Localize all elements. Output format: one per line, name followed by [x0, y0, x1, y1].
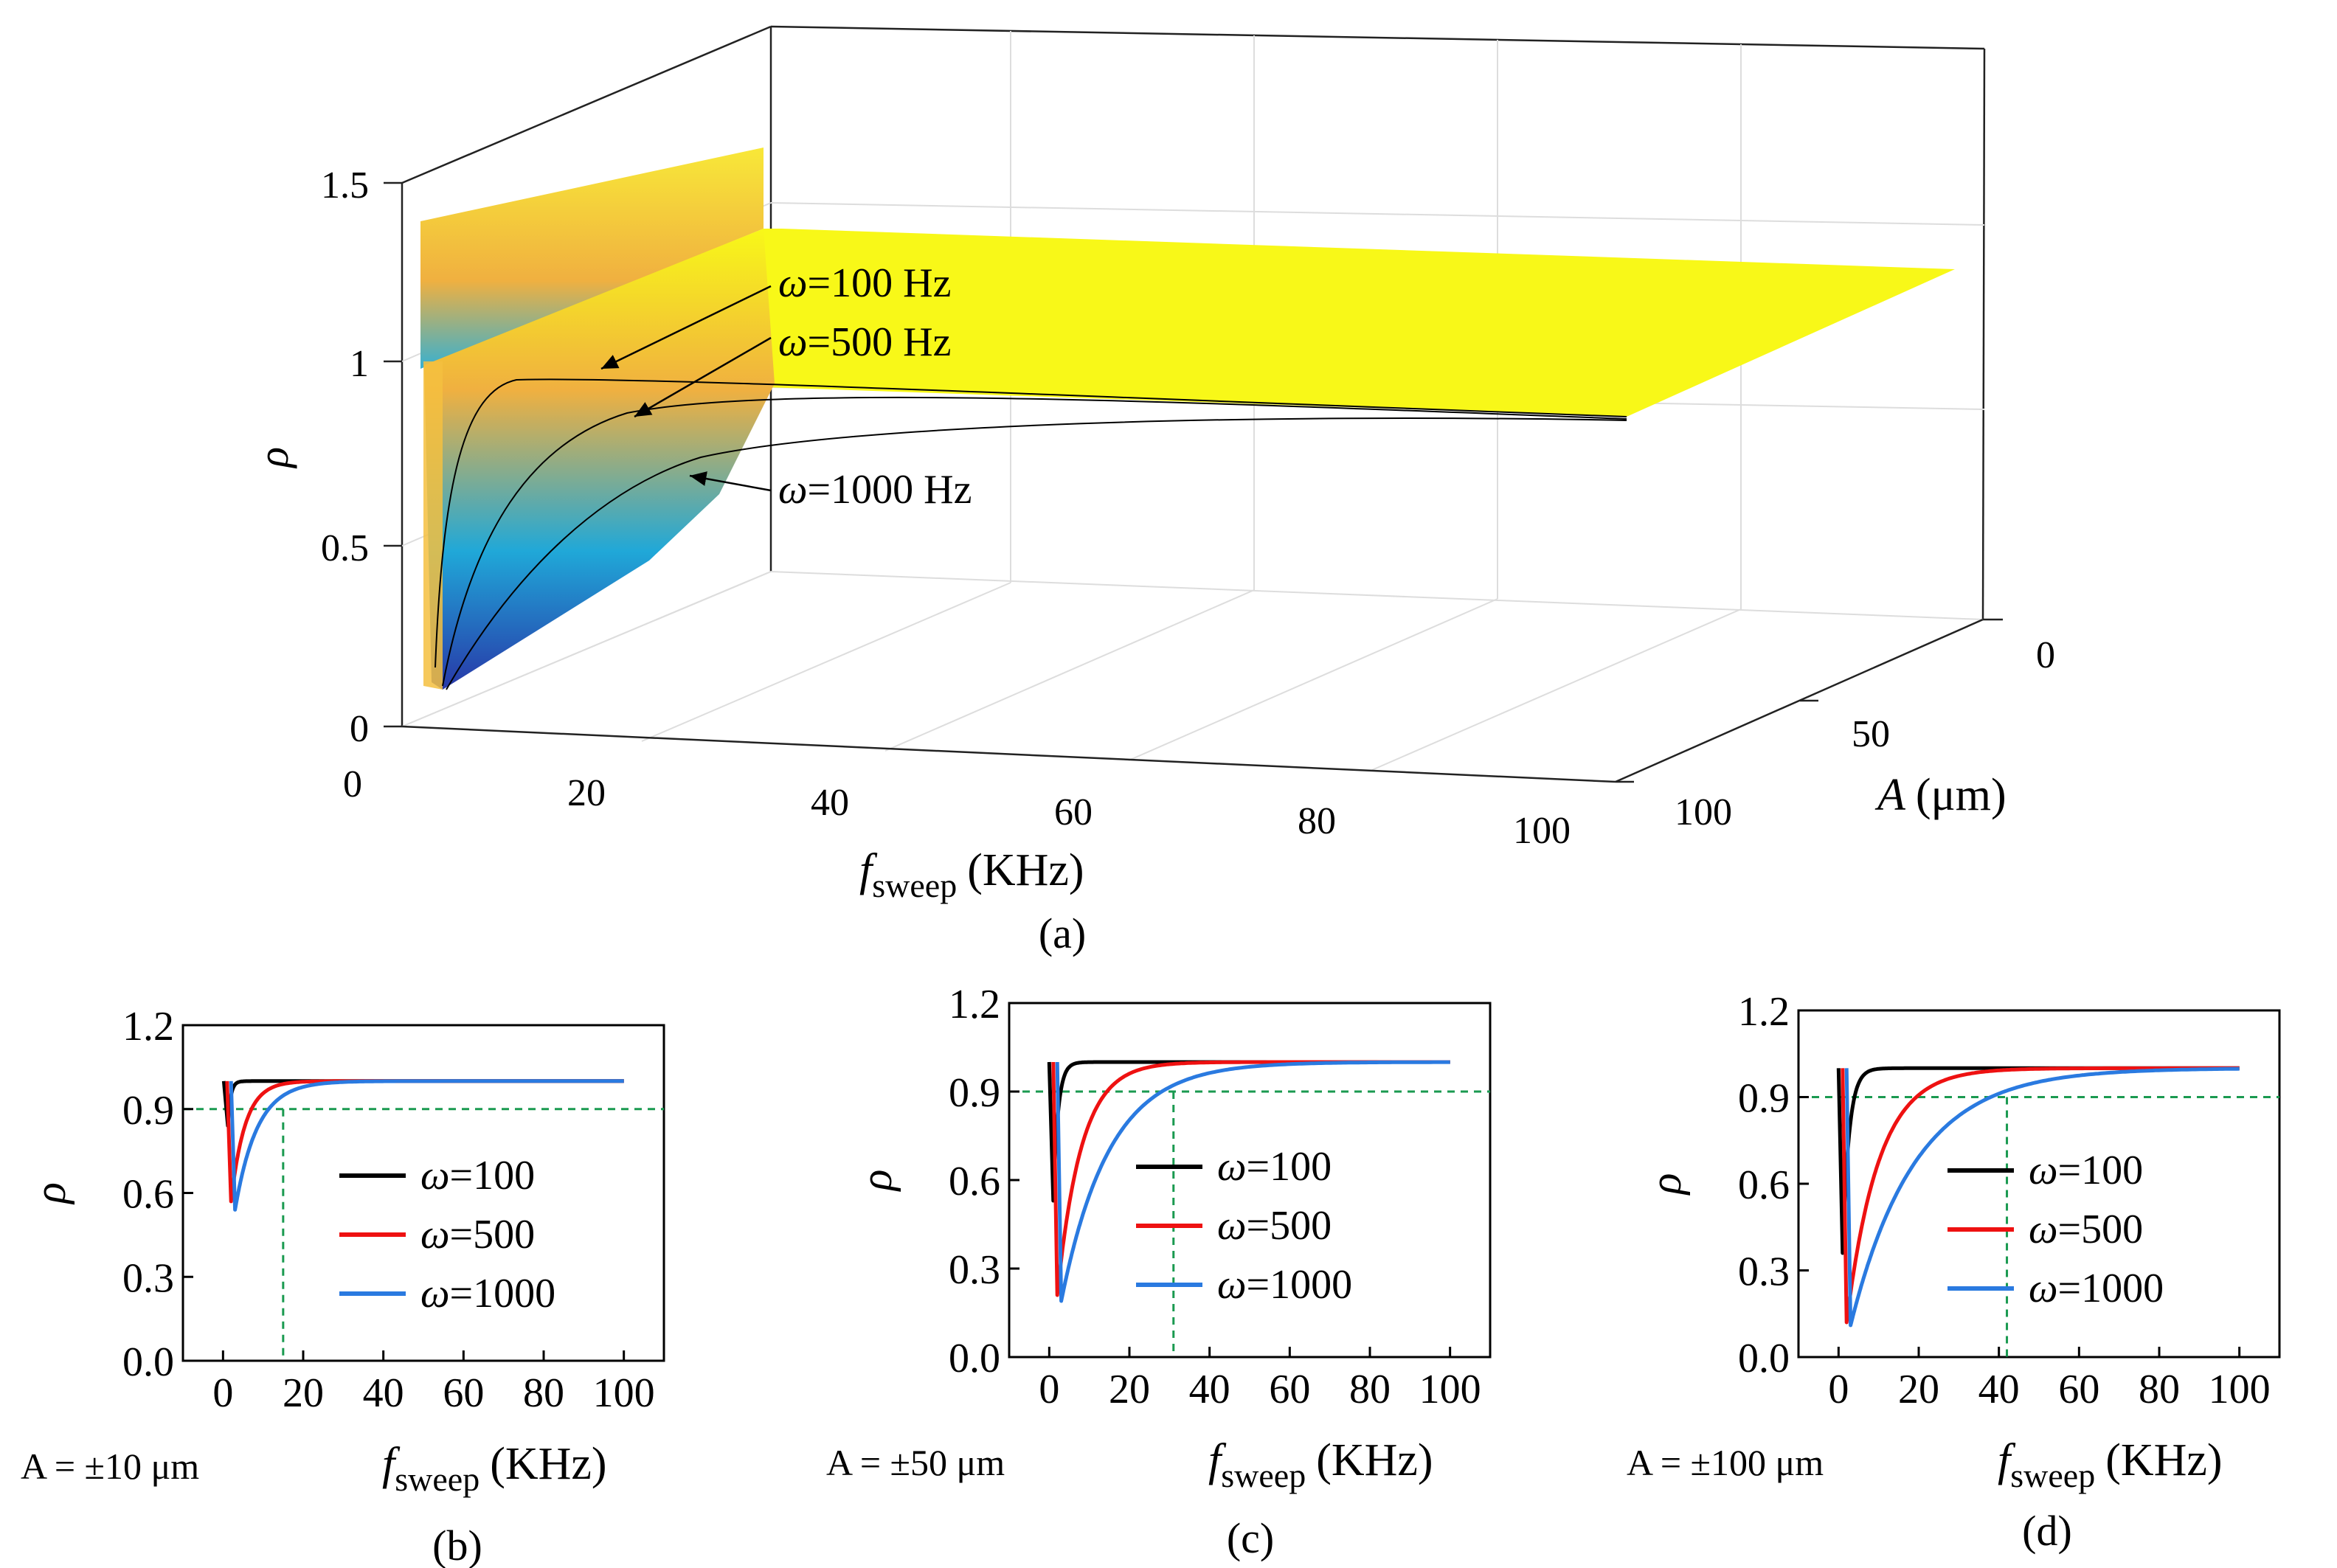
- panel-caption: (c): [1227, 1514, 1274, 1562]
- x-tick-label: 60: [2058, 1367, 2099, 1412]
- x-tick: 0: [343, 763, 362, 805]
- x-axis-label: fsweep (KHz): [1998, 1435, 2223, 1494]
- y-tick-label: 1.2: [1738, 989, 1790, 1035]
- x-tick-label: 0: [212, 1370, 233, 1416]
- series-line-omega-1000: [229, 1079, 624, 1212]
- panel-caption: (d): [2022, 1507, 2072, 1555]
- legend-label: ω=1000: [1217, 1262, 1352, 1308]
- y-tick-label: 0.9: [1738, 1076, 1790, 1122]
- panel-a-annotations: [600, 285, 772, 492]
- panel-c-line-chart: 0.0 0.3 0.6 0.9 1.2 0 20 40 60 80 100 ρ ω=100 ω=500 ω=…: [826, 982, 1492, 1562]
- panel-a-box: [401, 25, 1986, 726]
- x-tick-label: 80: [1349, 1367, 1391, 1412]
- y-tick: 0: [2036, 634, 2055, 676]
- x-tick-label: 0: [1039, 1367, 1059, 1412]
- panel-a-omega-curves: [434, 378, 1627, 690]
- legend-label: ω=100: [1217, 1144, 1332, 1190]
- y-tick-label: 0.0: [1738, 1336, 1790, 1381]
- y-tick-label: 0.9: [949, 1070, 1000, 1116]
- amplitude-label: A = ±50 μm: [826, 1442, 1005, 1483]
- surface-dip-region: [424, 229, 775, 690]
- x-tick: 20: [567, 772, 606, 814]
- annotation-omega-500: ω=500 Hz: [778, 319, 951, 365]
- x-tick-label: 80: [523, 1370, 564, 1416]
- surface-back-wall: [420, 148, 764, 369]
- x-tick-label: 40: [363, 1370, 404, 1416]
- x-tick-label: 60: [1269, 1367, 1310, 1412]
- z-tick: 1.5: [321, 164, 369, 207]
- legend-label: ω=500: [1217, 1203, 1332, 1249]
- z-tick: 0.5: [321, 527, 369, 569]
- y-tick-label: 0.9: [122, 1088, 174, 1134]
- x-tick-label: 20: [1898, 1367, 1939, 1412]
- y-axis-label: ρ: [852, 1170, 901, 1193]
- series-line-omega-1000: [1055, 1060, 1450, 1303]
- panel-a-surface: [420, 148, 1955, 690]
- y-tick-label: 0.6: [1738, 1162, 1790, 1208]
- x-tick-label: 80: [2139, 1367, 2180, 1412]
- legend-label: ω=100: [2029, 1148, 2143, 1193]
- surface-front-strip: [423, 361, 443, 690]
- series-line-omega-100: [221, 1079, 624, 1128]
- panel-b-line-chart: 0.0 0.3 0.6 0.9 1.2 0 20 40 60 80 100 ρ ω=100 ω=500 ω=…: [21, 1004, 665, 1568]
- x-tick: 80: [1298, 800, 1336, 842]
- arrow-omega-500: [634, 336, 772, 418]
- x-tick: 40: [811, 782, 849, 824]
- surface-curve-omega-500: [442, 396, 1627, 687]
- x-tick-label: 60: [443, 1370, 484, 1416]
- x-tick: 60: [1054, 791, 1093, 833]
- x-tick-label: 20: [1109, 1367, 1150, 1412]
- y-tick-label: 0.3: [122, 1255, 174, 1301]
- arrow-omega-100: [600, 285, 772, 370]
- legend-label: ω=100: [420, 1153, 535, 1198]
- x-axis-label: fsweep (KHz): [1208, 1435, 1433, 1494]
- z-tick: 0: [350, 708, 369, 750]
- y-tick-label: 1.2: [949, 982, 1000, 1027]
- y-axis-label: ρ: [26, 1182, 75, 1205]
- x-tick: 100: [1513, 810, 1571, 852]
- surface-curve-omega-100: [434, 378, 1627, 668]
- surface-top-plateau: [443, 229, 1955, 417]
- x-axis-label: fsweep (KHz): [859, 845, 1084, 904]
- panel-a-surface-plot: ω=100 Hz ω=500 Hz ω=1000 Hz 1.5 1 0.5 0 …: [249, 25, 2055, 957]
- panel-caption: (b): [432, 1522, 482, 1568]
- x-tick-label: 20: [283, 1370, 324, 1416]
- panel-d-line-chart: 0.0 0.3 0.6 0.9 1.2 0 20 40 60 80 100 ρ ω=100 ω=500 ω=…: [1627, 989, 2281, 1555]
- x-tick-label: 100: [593, 1370, 655, 1416]
- x-tick-label: 40: [1978, 1367, 2020, 1412]
- amplitude-label: A = ±100 μm: [1627, 1442, 1824, 1483]
- x-tick-label: 40: [1189, 1367, 1230, 1412]
- legend-label: ω=500: [420, 1212, 535, 1257]
- y-axis-label: A (μm): [1874, 770, 2007, 820]
- z-axis-label: ρ: [249, 447, 297, 469]
- annotation-omega-100: ω=100 Hz: [778, 260, 951, 306]
- y-tick-label: 0.6: [949, 1159, 1000, 1204]
- y-axis-label: ρ: [1641, 1173, 1690, 1196]
- annotation-omega-1000: ω=1000 Hz: [778, 467, 972, 513]
- y-tick-label: 0.0: [122, 1339, 174, 1385]
- legend-label: ω=500: [2029, 1207, 2143, 1252]
- legend-label: ω=1000: [2029, 1266, 2164, 1311]
- arrow-omega-1000: [689, 471, 772, 492]
- x-tick-label: 100: [1419, 1367, 1481, 1412]
- x-axis-label: fsweep (KHz): [382, 1439, 607, 1498]
- y-tick: 50: [1852, 713, 1890, 755]
- y-tick: 100: [1675, 791, 1732, 833]
- y-tick-label: 0.3: [949, 1247, 1000, 1293]
- amplitude-label: A = ±10 μm: [21, 1446, 199, 1487]
- series-line-omega-500: [1841, 1066, 2240, 1325]
- x-tick-label: 100: [2209, 1367, 2271, 1412]
- y-tick-label: 1.2: [122, 1004, 174, 1050]
- surface-curve-omega-1000: [446, 417, 1627, 690]
- panel-a-caption: (a): [1039, 909, 1086, 957]
- z-tick: 1: [350, 343, 369, 385]
- y-tick-label: 0.3: [1738, 1249, 1790, 1295]
- y-tick-label: 0.0: [949, 1336, 1000, 1381]
- series-line-omega-1000: [1844, 1066, 2240, 1328]
- x-tick-label: 0: [1828, 1367, 1849, 1412]
- y-tick-label: 0.6: [122, 1172, 174, 1218]
- legend-label: ω=1000: [420, 1271, 555, 1317]
